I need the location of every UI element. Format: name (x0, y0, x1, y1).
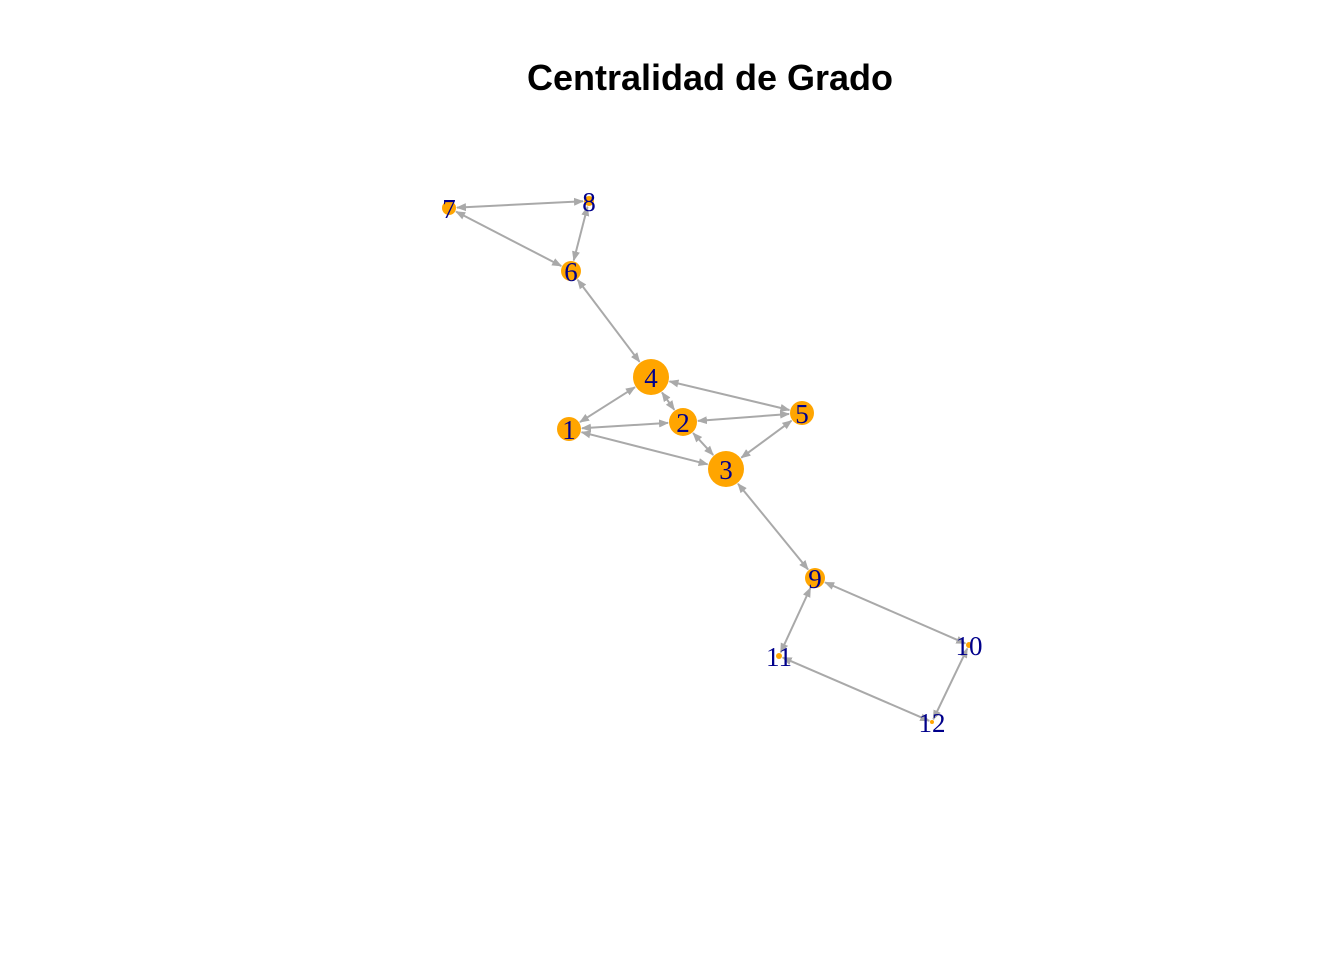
edge-11-12 (781, 656, 931, 722)
node-10: 10 (956, 631, 983, 661)
node-label-7: 7 (442, 194, 456, 224)
edge-6-4 (576, 278, 641, 363)
node-label-8: 8 (582, 187, 596, 217)
node-label-11: 11 (766, 642, 792, 672)
node-circle-10 (966, 642, 972, 648)
node-label-6: 6 (564, 257, 578, 287)
node-5: 5 (790, 399, 814, 429)
node-12: 12 (919, 708, 946, 738)
node-1: 1 (557, 415, 581, 445)
node-circle-9 (805, 568, 825, 588)
edge-2-3 (692, 432, 714, 456)
edge-2-5 (696, 410, 791, 425)
node-label-2: 2 (676, 408, 690, 438)
node-circle-7 (442, 201, 456, 215)
node-circle-2 (669, 408, 697, 436)
edges-layer (455, 197, 969, 722)
node-label-1: 1 (562, 415, 576, 445)
edge-8-6 (572, 205, 590, 262)
node-circle-5 (790, 401, 814, 425)
node-2: 2 (669, 408, 697, 438)
edge-4-5 (668, 379, 791, 412)
edge-5-3 (740, 419, 793, 459)
node-label-9: 9 (808, 564, 822, 594)
node-circle-11 (776, 653, 782, 659)
node-circle-12 (930, 720, 934, 724)
edge-7-6 (455, 210, 563, 267)
node-label-10: 10 (956, 631, 983, 661)
edge-10-12 (932, 647, 969, 721)
node-label-12: 12 (919, 708, 946, 738)
node-circle-8 (584, 196, 594, 206)
edge-1-2 (580, 419, 670, 432)
node-circle-1 (557, 417, 581, 441)
node-11: 11 (766, 642, 792, 672)
edge-1-3 (580, 430, 709, 466)
plot-title: Centralidad de Grado (526, 57, 894, 98)
node-label-5: 5 (795, 399, 809, 429)
node-3: 3 (708, 451, 744, 487)
node-circle-4 (633, 359, 669, 395)
node-circle-6 (561, 261, 581, 281)
node-4: 4 (633, 359, 669, 395)
node-label-3: 3 (719, 455, 733, 485)
node-7: 7 (442, 194, 456, 224)
edge-4-1 (579, 386, 636, 423)
node-label-4: 4 (644, 363, 658, 393)
node-circle-3 (708, 451, 744, 487)
node-9: 9 (805, 564, 825, 594)
edge-9-11 (779, 587, 812, 654)
edge-9-10 (824, 581, 967, 645)
node-8: 8 (582, 187, 596, 217)
edge-3-9 (737, 482, 809, 571)
edge-7-8 (455, 197, 585, 212)
node-6: 6 (561, 257, 581, 287)
edge-4-2 (661, 391, 676, 411)
